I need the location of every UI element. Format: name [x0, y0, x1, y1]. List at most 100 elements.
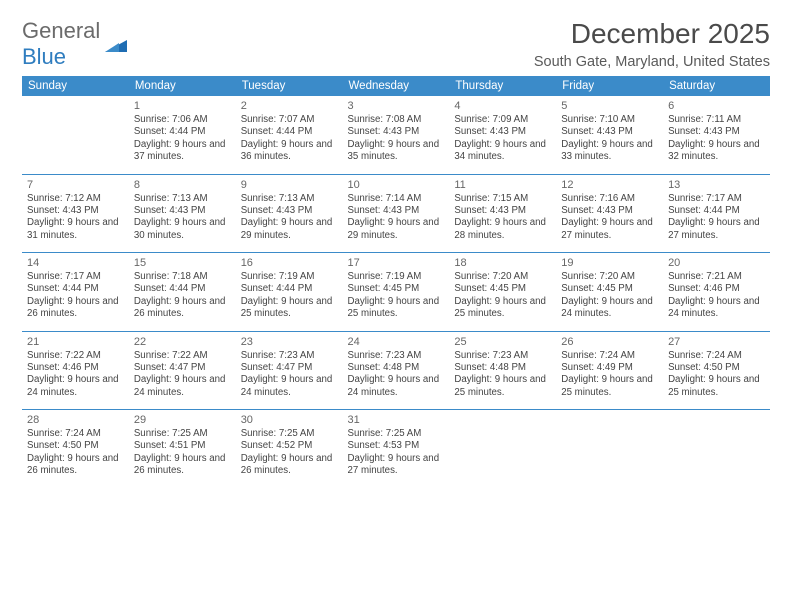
day-number: 12 — [561, 178, 658, 192]
sunset-line: Sunset: 4:44 PM — [134, 126, 231, 138]
day-cell: 22Sunrise: 7:22 AMSunset: 4:47 PMDayligh… — [129, 332, 236, 410]
daylight-line: Daylight: 9 hours and 34 minutes. — [454, 139, 551, 164]
sunset-line: Sunset: 4:48 PM — [454, 362, 551, 374]
sunrise-line: Sunrise: 7:18 AM — [134, 271, 231, 283]
sunset-line: Sunset: 4:43 PM — [561, 126, 658, 138]
week-row: 1Sunrise: 7:06 AMSunset: 4:44 PMDaylight… — [22, 96, 770, 174]
sunrise-line: Sunrise: 7:19 AM — [241, 271, 338, 283]
daylight-line: Daylight: 9 hours and 25 minutes. — [241, 296, 338, 321]
title-block: December 2025 South Gate, Maryland, Unit… — [534, 18, 770, 70]
sunrise-line: Sunrise: 7:24 AM — [668, 350, 765, 362]
day-cell: 13Sunrise: 7:17 AMSunset: 4:44 PMDayligh… — [663, 175, 770, 253]
day-cell: 12Sunrise: 7:16 AMSunset: 4:43 PMDayligh… — [556, 175, 663, 253]
sunset-line: Sunset: 4:44 PM — [668, 205, 765, 217]
day-cell: 20Sunrise: 7:21 AMSunset: 4:46 PMDayligh… — [663, 253, 770, 331]
sunset-line: Sunset: 4:43 PM — [668, 126, 765, 138]
day-number: 10 — [348, 178, 445, 192]
sunset-line: Sunset: 4:43 PM — [454, 205, 551, 217]
daylight-line: Daylight: 9 hours and 35 minutes. — [348, 139, 445, 164]
week-row: 7Sunrise: 7:12 AMSunset: 4:43 PMDaylight… — [22, 175, 770, 253]
weekday-header: Sunday — [22, 76, 129, 96]
day-cell — [22, 96, 129, 174]
day-number: 22 — [134, 335, 231, 349]
day-number: 31 — [348, 413, 445, 427]
sunset-line: Sunset: 4:46 PM — [27, 362, 124, 374]
day-cell: 25Sunrise: 7:23 AMSunset: 4:48 PMDayligh… — [449, 332, 556, 410]
day-number: 8 — [134, 178, 231, 192]
sunset-line: Sunset: 4:49 PM — [561, 362, 658, 374]
sunset-line: Sunset: 4:43 PM — [241, 205, 338, 217]
day-number: 7 — [27, 178, 124, 192]
logo-blue-text: Blue — [22, 44, 66, 69]
sunrise-line: Sunrise: 7:14 AM — [348, 193, 445, 205]
day-cell: 30Sunrise: 7:25 AMSunset: 4:52 PMDayligh… — [236, 410, 343, 488]
day-number: 21 — [27, 335, 124, 349]
sunset-line: Sunset: 4:46 PM — [668, 283, 765, 295]
day-number: 13 — [668, 178, 765, 192]
sunrise-line: Sunrise: 7:23 AM — [348, 350, 445, 362]
daylight-line: Daylight: 9 hours and 26 minutes. — [241, 453, 338, 478]
day-number: 23 — [241, 335, 338, 349]
sunset-line: Sunset: 4:43 PM — [454, 126, 551, 138]
day-number: 30 — [241, 413, 338, 427]
day-number: 25 — [454, 335, 551, 349]
daylight-line: Daylight: 9 hours and 27 minutes. — [668, 217, 765, 242]
day-number: 19 — [561, 256, 658, 270]
sunrise-line: Sunrise: 7:25 AM — [348, 428, 445, 440]
daylight-line: Daylight: 9 hours and 31 minutes. — [27, 217, 124, 242]
day-cell: 3Sunrise: 7:08 AMSunset: 4:43 PMDaylight… — [343, 96, 450, 174]
day-cell: 21Sunrise: 7:22 AMSunset: 4:46 PMDayligh… — [22, 332, 129, 410]
weekday-header-row: Sunday Monday Tuesday Wednesday Thursday… — [22, 76, 770, 96]
day-number: 11 — [454, 178, 551, 192]
sunrise-line: Sunrise: 7:16 AM — [561, 193, 658, 205]
daylight-line: Daylight: 9 hours and 36 minutes. — [241, 139, 338, 164]
day-cell: 26Sunrise: 7:24 AMSunset: 4:49 PMDayligh… — [556, 332, 663, 410]
sunrise-line: Sunrise: 7:20 AM — [561, 271, 658, 283]
logo-triangle-icon — [105, 36, 127, 52]
sunset-line: Sunset: 4:44 PM — [27, 283, 124, 295]
weekday-header: Wednesday — [343, 76, 450, 96]
daylight-line: Daylight: 9 hours and 24 minutes. — [668, 296, 765, 321]
day-cell: 27Sunrise: 7:24 AMSunset: 4:50 PMDayligh… — [663, 332, 770, 410]
weekday-header: Tuesday — [236, 76, 343, 96]
daylight-line: Daylight: 9 hours and 27 minutes. — [348, 453, 445, 478]
sunrise-line: Sunrise: 7:13 AM — [134, 193, 231, 205]
day-cell: 9Sunrise: 7:13 AMSunset: 4:43 PMDaylight… — [236, 175, 343, 253]
day-number: 18 — [454, 256, 551, 270]
sunrise-line: Sunrise: 7:19 AM — [348, 271, 445, 283]
daylight-line: Daylight: 9 hours and 25 minutes. — [348, 296, 445, 321]
sunrise-line: Sunrise: 7:13 AM — [241, 193, 338, 205]
sunset-line: Sunset: 4:47 PM — [134, 362, 231, 374]
day-cell: 18Sunrise: 7:20 AMSunset: 4:45 PMDayligh… — [449, 253, 556, 331]
daylight-line: Daylight: 9 hours and 25 minutes. — [668, 374, 765, 399]
day-cell — [663, 410, 770, 488]
daylight-line: Daylight: 9 hours and 32 minutes. — [668, 139, 765, 164]
sunrise-line: Sunrise: 7:15 AM — [454, 193, 551, 205]
day-number: 29 — [134, 413, 231, 427]
sunrise-line: Sunrise: 7:11 AM — [668, 114, 765, 126]
sunset-line: Sunset: 4:51 PM — [134, 440, 231, 452]
day-number: 28 — [27, 413, 124, 427]
daylight-line: Daylight: 9 hours and 29 minutes. — [348, 217, 445, 242]
calendar-body: 1Sunrise: 7:06 AMSunset: 4:44 PMDaylight… — [22, 96, 770, 488]
month-title: December 2025 — [534, 18, 770, 50]
sunset-line: Sunset: 4:43 PM — [134, 205, 231, 217]
calendar-table: Sunday Monday Tuesday Wednesday Thursday… — [22, 76, 770, 488]
daylight-line: Daylight: 9 hours and 37 minutes. — [134, 139, 231, 164]
sunset-line: Sunset: 4:50 PM — [668, 362, 765, 374]
day-number: 14 — [27, 256, 124, 270]
sunset-line: Sunset: 4:43 PM — [561, 205, 658, 217]
day-cell: 11Sunrise: 7:15 AMSunset: 4:43 PMDayligh… — [449, 175, 556, 253]
daylight-line: Daylight: 9 hours and 25 minutes. — [561, 374, 658, 399]
daylight-line: Daylight: 9 hours and 24 minutes. — [27, 374, 124, 399]
day-cell: 19Sunrise: 7:20 AMSunset: 4:45 PMDayligh… — [556, 253, 663, 331]
daylight-line: Daylight: 9 hours and 26 minutes. — [134, 296, 231, 321]
weekday-header: Saturday — [663, 76, 770, 96]
daylight-line: Daylight: 9 hours and 24 minutes. — [348, 374, 445, 399]
sunset-line: Sunset: 4:43 PM — [27, 205, 124, 217]
day-number: 3 — [348, 99, 445, 113]
week-row: 28Sunrise: 7:24 AMSunset: 4:50 PMDayligh… — [22, 410, 770, 488]
sunrise-line: Sunrise: 7:12 AM — [27, 193, 124, 205]
day-cell: 7Sunrise: 7:12 AMSunset: 4:43 PMDaylight… — [22, 175, 129, 253]
sunrise-line: Sunrise: 7:24 AM — [561, 350, 658, 362]
